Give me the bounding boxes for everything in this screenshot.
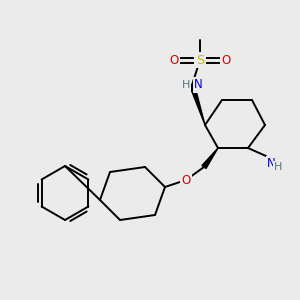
- Polygon shape: [190, 84, 205, 125]
- Text: H: H: [182, 80, 190, 90]
- Text: N: N: [267, 157, 276, 170]
- Text: H: H: [274, 162, 282, 172]
- Text: N: N: [194, 79, 203, 92]
- Text: S: S: [196, 53, 204, 67]
- Text: O: O: [169, 53, 178, 67]
- Text: O: O: [182, 173, 190, 187]
- Text: O: O: [221, 53, 231, 67]
- Polygon shape: [202, 148, 218, 169]
